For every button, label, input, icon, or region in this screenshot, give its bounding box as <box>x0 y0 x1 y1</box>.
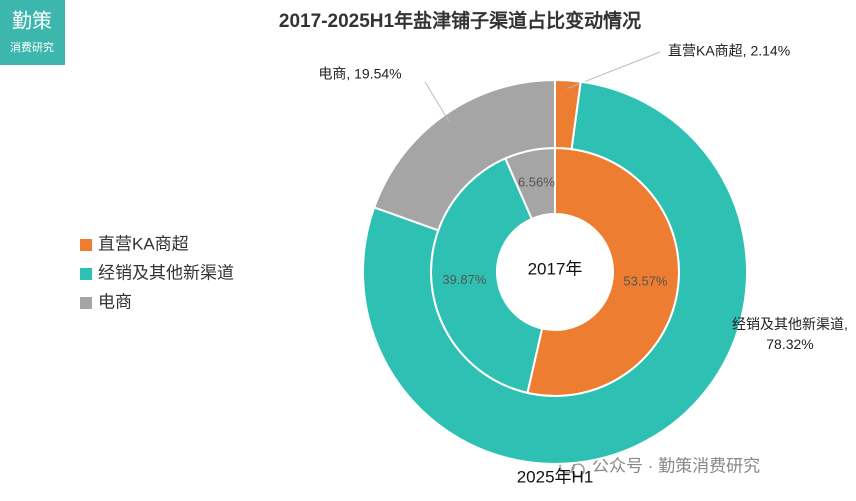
data-label: 6.56% <box>518 174 555 189</box>
data-label-line: 78.32% <box>766 336 813 352</box>
data-label: 39.87% <box>442 272 487 287</box>
legend-label: 经销及其他新渠道 <box>98 263 234 282</box>
data-label: 直营KA商超, 2.14% <box>668 43 790 59</box>
ring-label: 2017年 <box>528 259 583 278</box>
logo-title: 勤策 <box>12 9 52 33</box>
donut-segment <box>362 80 748 465</box>
legend-label: 电商 <box>98 292 132 311</box>
legend-swatch <box>80 268 92 280</box>
data-label-line: 经销及其他新渠道, <box>732 316 848 332</box>
legend-swatch <box>80 297 92 309</box>
ring-label: 2025年H1 <box>517 467 594 486</box>
logo-box <box>0 0 65 65</box>
leader-line <box>424 81 450 122</box>
data-label: 53.57% <box>623 274 668 289</box>
data-label: 电商, 19.54% <box>318 66 401 82</box>
logo-subtitle: 消费研究 <box>10 40 54 54</box>
chart-title: 2017-2025H1年盐津铺子渠道占比变动情况 <box>279 9 641 32</box>
legend-swatch <box>80 239 92 251</box>
watermark: 公众号 · 勤策消费研究 <box>592 456 760 475</box>
data-label: 经销及其他新渠道, 78.32% <box>732 316 848 352</box>
donut-segment <box>372 78 556 232</box>
legend-label: 直营KA商超 <box>98 234 189 253</box>
